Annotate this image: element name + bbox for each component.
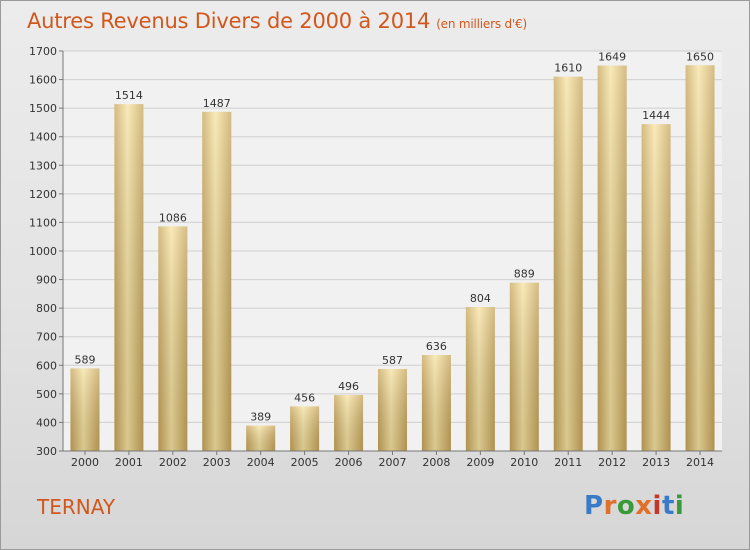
data-label: 1650: [686, 50, 714, 63]
chart-title-text: Autres Revenus Divers de 2000 à 2014: [27, 9, 431, 33]
logo-letter: i: [652, 491, 662, 521]
y-tick-label: 800: [36, 302, 57, 315]
y-tick-label: 1600: [29, 74, 57, 87]
y-tick-label: 400: [36, 416, 57, 429]
data-label: 1610: [554, 62, 582, 75]
bar-shade: [553, 76, 583, 451]
logo-letter: x: [635, 491, 653, 521]
y-tick-label: 1300: [29, 159, 57, 172]
y-tick-label: 700: [36, 331, 57, 344]
bar-shade: [114, 104, 144, 452]
data-label: 889: [514, 268, 535, 281]
bar-shade: [685, 65, 715, 452]
x-tick-label: 2004: [247, 456, 275, 469]
bar-shade: [290, 406, 320, 451]
data-label: 1649: [598, 51, 626, 64]
y-tick-label: 600: [36, 359, 57, 372]
commune-name: TERNAY: [37, 495, 116, 519]
x-tick-label: 2013: [642, 456, 670, 469]
chart-unit: (en milliers d'€): [436, 17, 527, 31]
data-label: 636: [426, 340, 447, 353]
data-label: 1487: [203, 97, 231, 110]
x-tick-label: 2005: [291, 456, 319, 469]
y-tick-label: 1700: [29, 45, 57, 58]
y-tick-label: 1500: [29, 102, 57, 115]
bar-shade: [158, 226, 188, 451]
y-tick-label: 300: [36, 445, 57, 458]
proxiti-logo: Proxiti: [584, 491, 684, 521]
y-tick-label: 1000: [29, 245, 57, 258]
data-label: 589: [74, 353, 95, 366]
bar-shade: [597, 65, 627, 452]
data-label: 587: [382, 354, 403, 367]
bar-shade: [421, 355, 451, 451]
bar-shade: [641, 124, 671, 452]
logo-letter: t: [661, 491, 675, 521]
logo-letter: i: [674, 491, 685, 521]
logo-letter: o: [616, 491, 636, 521]
y-tick-label: 900: [36, 274, 57, 287]
chart-title: Autres Revenus Divers de 2000 à 2014 (en …: [27, 9, 527, 33]
data-label: 1514: [115, 89, 143, 102]
x-tick-label: 2008: [422, 456, 450, 469]
bar-shade: [378, 369, 407, 451]
bar-shade: [509, 282, 539, 451]
y-tick-label: 1200: [29, 188, 57, 201]
x-tick-label: 2002: [159, 456, 187, 469]
x-tick-label: 2014: [686, 456, 714, 469]
data-label: 496: [338, 380, 359, 393]
data-label: 389: [250, 411, 271, 424]
logo-letter: P: [584, 491, 604, 521]
data-label: 1086: [159, 211, 187, 224]
x-tick-label: 2012: [598, 456, 626, 469]
bar-shade: [465, 307, 495, 451]
x-tick-label: 2003: [203, 456, 231, 469]
x-tick-label: 2007: [379, 456, 407, 469]
x-tick-label: 2001: [115, 456, 143, 469]
y-tick-label: 500: [36, 388, 57, 401]
x-tick-label: 2000: [71, 456, 99, 469]
bar-shade: [246, 425, 276, 451]
bar-shade: [334, 395, 364, 451]
data-label: 804: [470, 292, 491, 305]
y-tick-label: 1400: [29, 131, 57, 144]
x-tick-label: 2006: [335, 456, 363, 469]
x-tick-label: 2009: [466, 456, 494, 469]
data-label: 1444: [642, 109, 670, 122]
bar-shade: [202, 111, 232, 451]
y-tick-label: 1100: [29, 216, 57, 229]
bar-shade: [70, 368, 100, 451]
data-label: 456: [294, 391, 315, 404]
x-tick-label: 2010: [510, 456, 538, 469]
logo-letter: r: [603, 491, 617, 521]
x-tick-label: 2011: [554, 456, 582, 469]
